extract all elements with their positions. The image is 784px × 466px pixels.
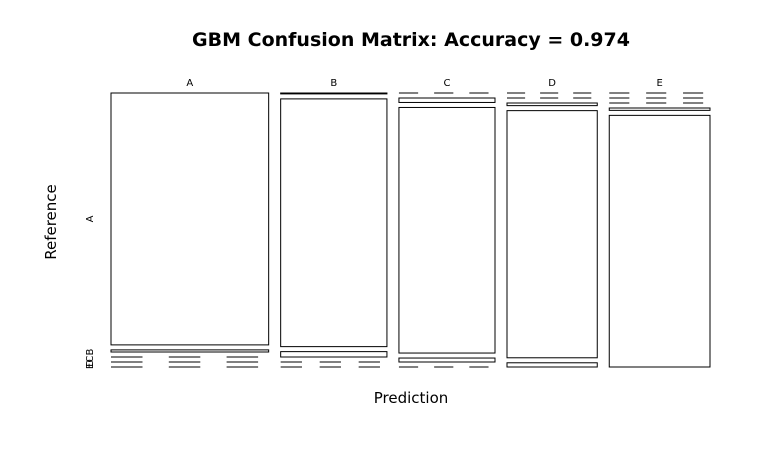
y-tick-D: D (85, 359, 96, 367)
x-tick-labels: A B C D E (186, 78, 662, 89)
x-tick-C: C (443, 78, 450, 89)
y-tick-C: C (85, 355, 96, 362)
tile-pred-A-ref-A (110, 92, 270, 346)
tile-pred-A-ref-B (110, 349, 270, 353)
chart-title: GBM Confusion Matrix: Accuracy = 0.974 (192, 29, 630, 51)
y-axis-label: Reference (42, 184, 60, 260)
y-tick-B: B (85, 348, 96, 355)
x-axis-label: Prediction (374, 389, 449, 407)
tile-pred-B-ref-C (280, 351, 388, 358)
tile-pred-C-ref-C (398, 106, 496, 354)
tile-pred-E-ref-D (608, 107, 711, 111)
y-tick-A: A (85, 215, 96, 222)
tile-pred-B-ref-A (280, 92, 388, 95)
mosaic-tiles (110, 92, 711, 368)
tile-pred-E-ref-E (608, 114, 711, 368)
tile-pred-C-ref-B (398, 97, 496, 103)
tile-pred-C-ref-D (398, 357, 496, 363)
x-tick-E: E (656, 78, 662, 89)
x-tick-D: D (548, 78, 556, 89)
x-tick-A: A (186, 78, 193, 89)
tile-pred-D-ref-E (506, 362, 598, 368)
y-tick-E: E (85, 363, 96, 369)
x-tick-B: B (330, 78, 337, 89)
tile-pred-B-ref-B (280, 98, 388, 348)
tile-pred-D-ref-D (506, 110, 598, 359)
tile-pred-D-ref-C (506, 102, 598, 107)
